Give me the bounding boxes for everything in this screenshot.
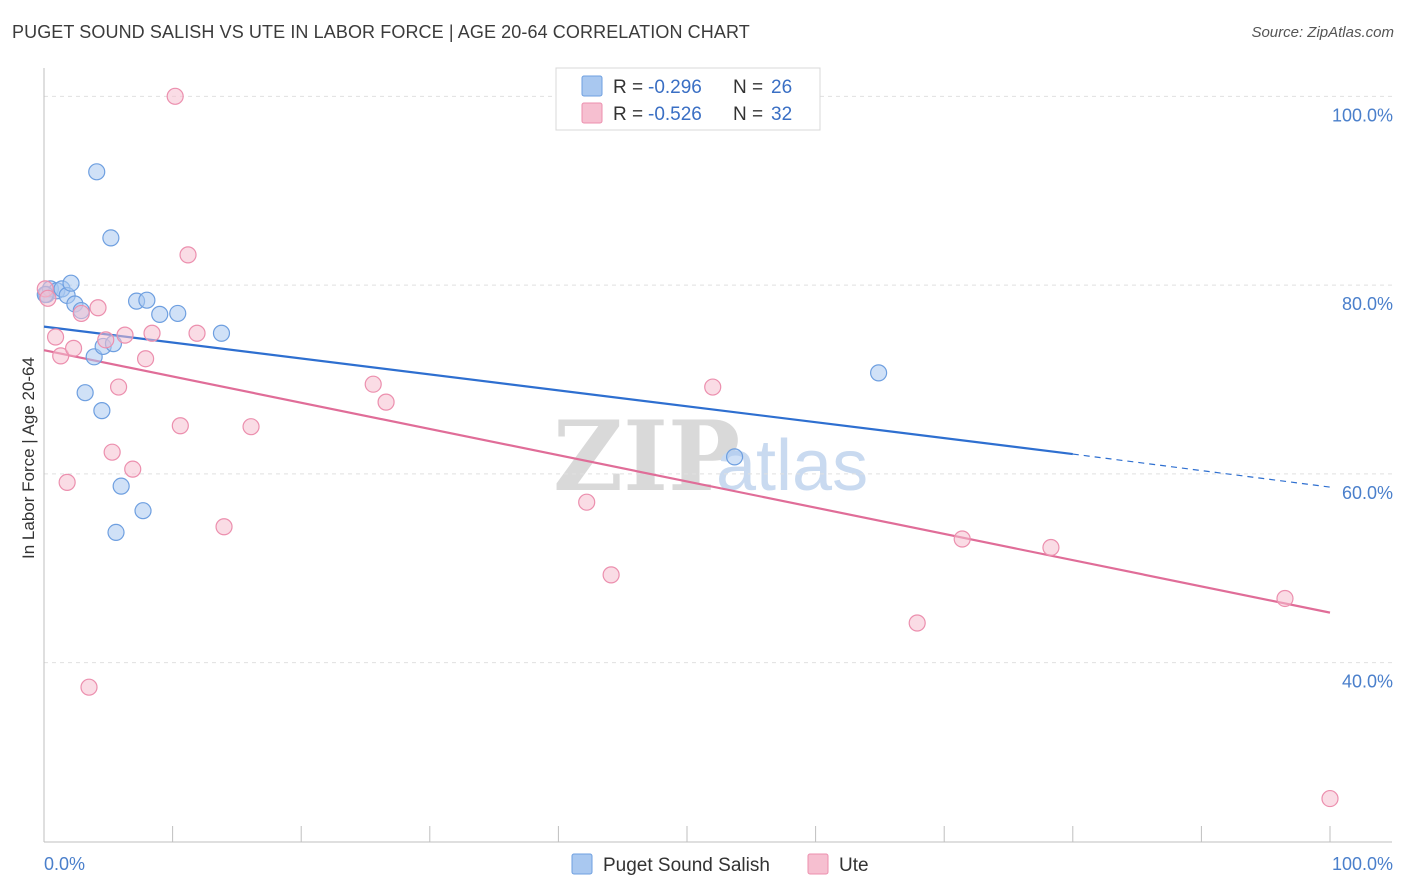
watermark-atlas: atlas <box>716 426 868 506</box>
watermark: ZIP atlas <box>553 400 868 513</box>
data-point-pink <box>1276 589 1294 608</box>
y-tick-label: 80.0% <box>1342 294 1393 314</box>
data-point-pink <box>109 378 128 396</box>
data-point-blue <box>88 163 106 181</box>
data-point-blue <box>138 291 156 309</box>
stats-r-value-blue: -0.296 <box>648 77 702 98</box>
legend: Puget Sound Salish Ute <box>571 853 869 876</box>
trend-line-blue-dashed <box>1072 453 1331 488</box>
x-tick-label: 0.0% <box>44 854 85 874</box>
data-point-pink <box>52 347 70 365</box>
data-point-blue <box>62 274 80 292</box>
data-point-blue <box>93 402 111 420</box>
data-point-pink <box>171 417 189 435</box>
data-point-blue <box>112 477 130 495</box>
x-tick-label: 100.0% <box>1332 854 1393 874</box>
stats-swatch-pink <box>581 102 603 124</box>
stats-box: R = -0.296 N = 26 R = -0.526 N = 32 <box>555 67 821 131</box>
stats-swatch-blue <box>581 75 603 97</box>
data-point-pink <box>1042 538 1060 557</box>
y-tick-label: 60.0% <box>1342 483 1393 503</box>
data-point-blue <box>870 364 888 382</box>
data-point-blue <box>76 384 94 402</box>
y-axis-label: In Labor Force | Age 20-64 <box>19 357 38 559</box>
data-point-pink <box>46 328 65 346</box>
stats-n-value-pink: 32 <box>771 104 792 125</box>
data-point-pink <box>188 324 206 342</box>
data-point-pink <box>116 326 134 344</box>
data-point-blue <box>134 502 152 520</box>
data-point-blue <box>151 305 169 323</box>
data-point-pink <box>908 614 926 632</box>
stats-n-label-blue: N = <box>733 77 763 98</box>
x-tick-labels: 0.0% 100.0% <box>44 854 1393 874</box>
data-point-pink <box>578 493 596 511</box>
stats-r-label-blue: R = <box>613 77 643 98</box>
data-point-pink <box>179 246 197 264</box>
axes <box>43 68 1392 843</box>
data-points <box>36 87 1339 808</box>
data-point-pink <box>136 350 155 368</box>
trend-lines <box>43 325 1331 614</box>
y-tick-label: 40.0% <box>1342 672 1393 692</box>
data-point-pink <box>80 678 98 696</box>
data-point-blue <box>725 448 744 466</box>
legend-swatch-pink <box>807 853 829 875</box>
data-point-pink <box>72 304 90 323</box>
data-point-pink <box>166 87 184 105</box>
y-tick-label: 100.0% <box>1332 105 1393 125</box>
data-point-pink <box>364 375 382 393</box>
data-point-blue <box>107 523 125 542</box>
data-point-pink <box>89 299 107 317</box>
data-point-pink <box>103 443 121 461</box>
stats-n-value-blue: 26 <box>771 77 792 98</box>
data-point-pink <box>143 324 161 342</box>
legend-label-pink: Ute <box>839 855 869 876</box>
data-point-pink <box>704 378 722 396</box>
data-point-pink <box>1321 789 1339 808</box>
data-point-blue <box>169 304 187 323</box>
data-point-pink <box>377 393 395 411</box>
data-point-pink <box>215 518 233 536</box>
trend-line-blue <box>43 325 1073 456</box>
stats-r-label-pink: R = <box>613 104 643 125</box>
stats-n-label-pink: N = <box>733 104 763 125</box>
trend-line-pink <box>43 349 1331 614</box>
data-point-pink <box>64 339 83 357</box>
grid <box>44 95 1392 664</box>
data-point-pink <box>58 473 76 491</box>
y-tick-labels: 40.0% 60.0% 80.0% 100.0% <box>1332 105 1393 691</box>
stats-r-value-pink: -0.526 <box>648 104 702 125</box>
data-point-blue <box>212 324 231 342</box>
chart-title: PUGET SOUND SALISH VS UTE IN LABOR FORCE… <box>12 22 750 42</box>
legend-swatch-blue <box>571 853 593 875</box>
data-point-pink <box>953 530 971 548</box>
data-point-pink <box>602 566 620 584</box>
data-point-pink <box>97 331 115 349</box>
data-point-pink <box>39 289 57 307</box>
source-credit: Source: ZipAtlas.com <box>1251 24 1394 41</box>
data-point-blue <box>102 229 120 247</box>
legend-label-blue: Puget Sound Salish <box>603 855 770 876</box>
data-point-pink <box>242 418 260 436</box>
data-point-pink <box>124 460 142 478</box>
